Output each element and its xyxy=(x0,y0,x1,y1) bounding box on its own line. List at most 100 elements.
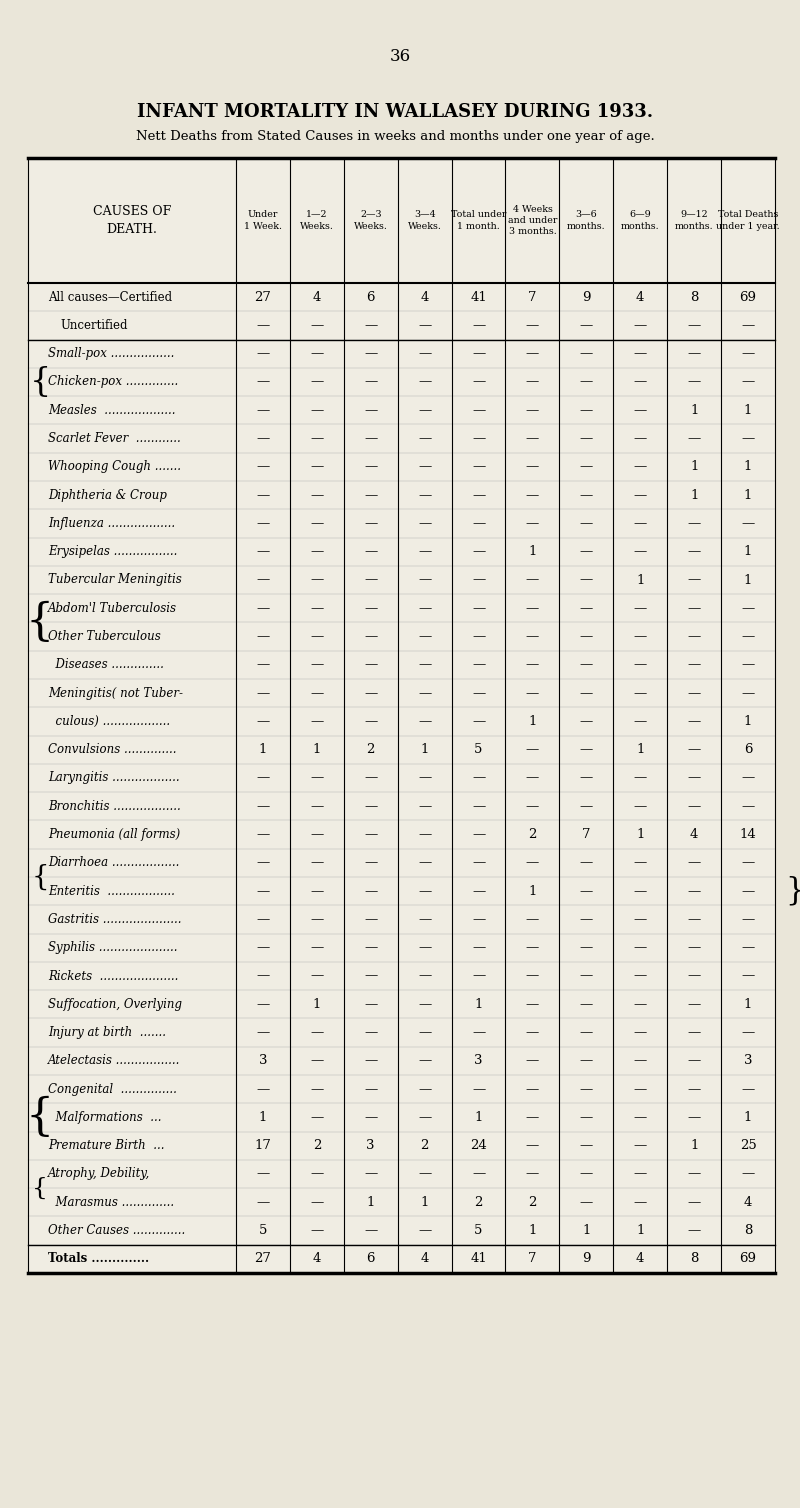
Text: —: — xyxy=(364,885,378,897)
Text: 1: 1 xyxy=(582,1224,590,1237)
Text: —: — xyxy=(687,1167,701,1181)
Text: —: — xyxy=(687,1025,701,1039)
Text: —: — xyxy=(418,318,431,332)
Text: —: — xyxy=(580,912,593,926)
Text: —: — xyxy=(418,885,431,897)
Text: —: — xyxy=(634,941,647,955)
Text: —: — xyxy=(526,659,539,671)
Text: —: — xyxy=(526,517,539,529)
Text: —: — xyxy=(418,1111,431,1123)
Text: 1: 1 xyxy=(313,743,321,756)
Text: —: — xyxy=(634,799,647,813)
Text: —: — xyxy=(256,1167,270,1181)
Text: —: — xyxy=(634,347,647,360)
Text: —: — xyxy=(687,1196,701,1209)
Text: —: — xyxy=(256,659,270,671)
Text: —: — xyxy=(310,885,323,897)
Text: culous) ..................: culous) .................. xyxy=(48,715,170,728)
Text: 3: 3 xyxy=(474,1054,482,1068)
Text: —: — xyxy=(472,573,485,587)
Text: —: — xyxy=(742,1167,754,1181)
Text: 2: 2 xyxy=(366,743,375,756)
Text: Total Deaths
under 1 year.: Total Deaths under 1 year. xyxy=(716,211,780,231)
Text: 1: 1 xyxy=(744,715,752,728)
Text: —: — xyxy=(364,772,378,784)
Text: —: — xyxy=(364,573,378,587)
Text: Totals ..............: Totals .............. xyxy=(48,1252,149,1265)
Text: —: — xyxy=(364,404,378,416)
Text: —: — xyxy=(364,941,378,955)
Text: —: — xyxy=(364,998,378,1010)
Text: —: — xyxy=(526,630,539,642)
Text: 4: 4 xyxy=(636,1252,645,1265)
Text: —: — xyxy=(364,1111,378,1123)
Text: —: — xyxy=(310,375,323,389)
Text: —: — xyxy=(526,602,539,615)
Text: 1: 1 xyxy=(799,885,800,897)
Text: 6: 6 xyxy=(744,743,752,756)
Text: —: — xyxy=(256,630,270,642)
Text: —: — xyxy=(580,347,593,360)
Text: —: — xyxy=(472,347,485,360)
Text: 9—12
months.: 9—12 months. xyxy=(675,211,714,231)
Text: 41: 41 xyxy=(470,291,487,303)
Text: —: — xyxy=(310,1025,323,1039)
Text: —: — xyxy=(742,517,754,529)
Text: 3—6
months.: 3—6 months. xyxy=(567,211,606,231)
Text: —: — xyxy=(418,1167,431,1181)
Text: —: — xyxy=(310,1224,323,1237)
Text: —: — xyxy=(364,517,378,529)
Text: —: — xyxy=(418,404,431,416)
Text: —: — xyxy=(472,630,485,642)
Text: —: — xyxy=(310,1054,323,1068)
Text: —: — xyxy=(256,828,270,841)
Text: —: — xyxy=(310,970,323,983)
Text: —: — xyxy=(580,489,593,502)
Text: INFANT MORTALITY IN WALLASEY DURING 1933.: INFANT MORTALITY IN WALLASEY DURING 1933… xyxy=(137,103,653,121)
Text: —: — xyxy=(418,686,431,700)
Text: —: — xyxy=(364,1224,378,1237)
Text: —: — xyxy=(310,517,323,529)
Text: —: — xyxy=(364,715,378,728)
Text: Abdom'l Tuberculosis: Abdom'l Tuberculosis xyxy=(48,602,177,615)
Text: —: — xyxy=(580,573,593,587)
Text: 2: 2 xyxy=(474,1196,482,1209)
Text: —: — xyxy=(364,828,378,841)
Text: —: — xyxy=(634,1139,647,1152)
Text: —: — xyxy=(418,1083,431,1096)
Text: —: — xyxy=(256,1196,270,1209)
Text: —: — xyxy=(364,912,378,926)
Text: —: — xyxy=(687,517,701,529)
Text: —: — xyxy=(310,912,323,926)
Text: —: — xyxy=(580,630,593,642)
Text: }: } xyxy=(785,876,800,906)
Text: —: — xyxy=(472,828,485,841)
Text: —: — xyxy=(742,941,754,955)
Text: 1: 1 xyxy=(744,546,752,558)
Text: 41: 41 xyxy=(470,1252,487,1265)
Text: Nett Deaths from Stated Causes in weeks and months under one year of age.: Nett Deaths from Stated Causes in weeks … xyxy=(136,130,654,143)
Text: —: — xyxy=(634,546,647,558)
Text: —: — xyxy=(580,743,593,756)
Text: —: — xyxy=(634,602,647,615)
Text: —: — xyxy=(687,630,701,642)
Text: Suffocation, Overlying: Suffocation, Overlying xyxy=(48,998,182,1010)
Text: Influenza ..................: Influenza .................. xyxy=(48,517,175,529)
Text: —: — xyxy=(418,573,431,587)
Text: —: — xyxy=(310,460,323,474)
Text: —: — xyxy=(256,772,270,784)
Text: —: — xyxy=(580,602,593,615)
Text: {: { xyxy=(31,864,49,891)
Text: —: — xyxy=(742,602,754,615)
Text: —: — xyxy=(634,659,647,671)
Text: —: — xyxy=(580,1111,593,1123)
Text: —: — xyxy=(310,715,323,728)
Text: —: — xyxy=(364,489,378,502)
Text: —: — xyxy=(310,941,323,955)
Text: Congenital  ...............: Congenital ............... xyxy=(48,1083,177,1096)
Text: —: — xyxy=(634,1083,647,1096)
Text: —: — xyxy=(418,517,431,529)
Text: 1: 1 xyxy=(744,460,752,474)
Text: —: — xyxy=(364,686,378,700)
Text: —: — xyxy=(687,941,701,955)
